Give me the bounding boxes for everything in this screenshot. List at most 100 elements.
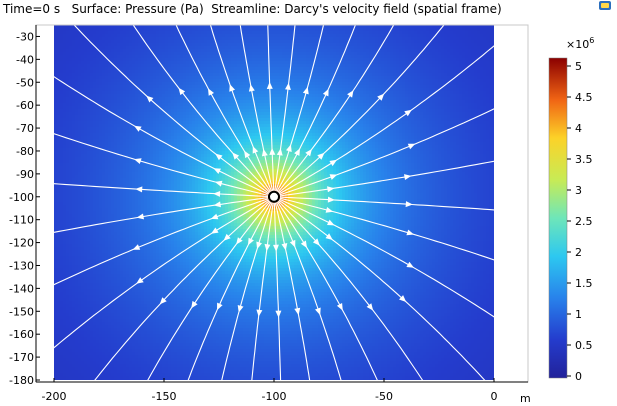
heatmap-cell	[366, 79, 370, 83]
heatmap-cell	[249, 52, 253, 56]
heatmap-cell	[261, 106, 265, 110]
heatmap-cell	[78, 70, 82, 74]
heatmap-cell	[393, 37, 397, 41]
heatmap-cell	[261, 64, 265, 68]
heatmap-cell	[135, 76, 139, 80]
heatmap-cell	[405, 43, 409, 47]
heatmap-cell	[93, 85, 97, 89]
heatmap-cell	[387, 91, 391, 95]
heatmap-cell	[228, 103, 232, 107]
heatmap-cell	[63, 115, 67, 119]
heatmap-cell	[87, 58, 91, 62]
heatmap-cell	[375, 124, 379, 128]
heatmap-cell	[363, 82, 367, 86]
heatmap-cell	[453, 67, 457, 71]
heatmap-cell	[78, 82, 82, 86]
heatmap-cell	[111, 79, 115, 83]
heatmap-cell	[108, 73, 112, 77]
heatmap-cell	[93, 115, 97, 119]
heatmap-cell	[69, 97, 73, 101]
heatmap-cell	[183, 37, 187, 41]
heatmap-cell	[456, 118, 460, 122]
heatmap-cell	[231, 46, 235, 50]
heatmap-cell	[474, 67, 478, 71]
heatmap-cell	[117, 124, 121, 128]
heatmap-cell	[342, 31, 346, 35]
heatmap-cell	[264, 115, 268, 119]
heatmap-cell	[270, 52, 274, 56]
heatmap-cell	[126, 103, 130, 107]
heatmap-cell	[333, 43, 337, 47]
heatmap-cell	[378, 115, 382, 119]
heatmap-cell	[351, 97, 355, 101]
heatmap-cell	[201, 64, 205, 68]
heatmap-cell	[168, 70, 172, 74]
heatmap-cell	[189, 61, 193, 65]
heatmap-cell	[192, 109, 196, 113]
heatmap-cell	[204, 61, 208, 65]
heatmap-cell	[168, 64, 172, 68]
heatmap-cell	[426, 61, 430, 65]
heatmap-cell	[288, 118, 292, 122]
heatmap-cell	[483, 61, 487, 65]
heatmap-cell	[453, 25, 457, 29]
heatmap-cell	[366, 97, 370, 101]
heatmap-cell	[123, 79, 127, 83]
heatmap-cell	[108, 85, 112, 89]
heatmap-cell	[294, 34, 298, 38]
heatmap-cell	[66, 55, 70, 59]
heatmap-cell	[138, 31, 142, 35]
heatmap-cell	[180, 58, 184, 62]
heatmap-cell	[147, 73, 151, 77]
heatmap-cell	[327, 52, 331, 56]
heatmap-cell	[87, 91, 91, 95]
heatmap-cell	[450, 112, 454, 116]
heatmap-cell	[141, 112, 145, 116]
heatmap-cell	[78, 46, 82, 50]
heatmap-cell	[399, 43, 403, 47]
heatmap-cell	[363, 94, 367, 98]
heatmap-cell	[411, 40, 415, 44]
heatmap-cell	[87, 82, 91, 86]
heatmap-cell	[252, 109, 256, 113]
heatmap-cell	[351, 34, 355, 38]
heatmap-cell	[144, 109, 148, 113]
heatmap-cell	[240, 88, 244, 92]
heatmap-cell	[105, 64, 109, 68]
heatmap-cell	[288, 115, 292, 119]
heatmap-cell	[477, 97, 481, 101]
heatmap-cell	[330, 49, 334, 53]
heatmap-cell	[462, 67, 466, 71]
heatmap-cell	[489, 76, 493, 80]
heatmap-cell	[462, 97, 466, 101]
heatmap-cell	[372, 55, 376, 59]
heatmap-cell	[459, 28, 463, 32]
heatmap-cell	[150, 82, 154, 86]
heatmap-cell	[57, 58, 61, 62]
heatmap-cell	[291, 64, 295, 68]
heatmap-cell	[303, 88, 307, 92]
heatmap-cell	[474, 115, 478, 119]
heatmap-cell	[183, 97, 187, 101]
heatmap-cell	[450, 94, 454, 98]
heatmap-cell	[132, 91, 136, 95]
heatmap-cell	[426, 40, 430, 44]
heatmap-cell	[213, 91, 217, 95]
heatmap-cell	[132, 67, 136, 71]
heatmap-cell	[198, 91, 202, 95]
heatmap-cell	[450, 37, 454, 41]
heatmap-cell	[189, 100, 193, 104]
heatmap-cell	[207, 121, 211, 125]
graphics-toolbar-icon[interactable]	[598, 0, 612, 11]
heatmap-cell	[297, 76, 301, 80]
heatmap-cell	[321, 31, 325, 35]
heatmap-cell	[273, 85, 277, 89]
heatmap-cell	[330, 97, 334, 101]
heatmap-cell	[201, 70, 205, 74]
heatmap-cell	[189, 64, 193, 68]
heatmap-cell	[450, 106, 454, 110]
heatmap-cell	[69, 28, 73, 32]
heatmap-cell	[237, 76, 241, 80]
heatmap-cell	[147, 64, 151, 68]
heatmap-cell	[393, 49, 397, 53]
